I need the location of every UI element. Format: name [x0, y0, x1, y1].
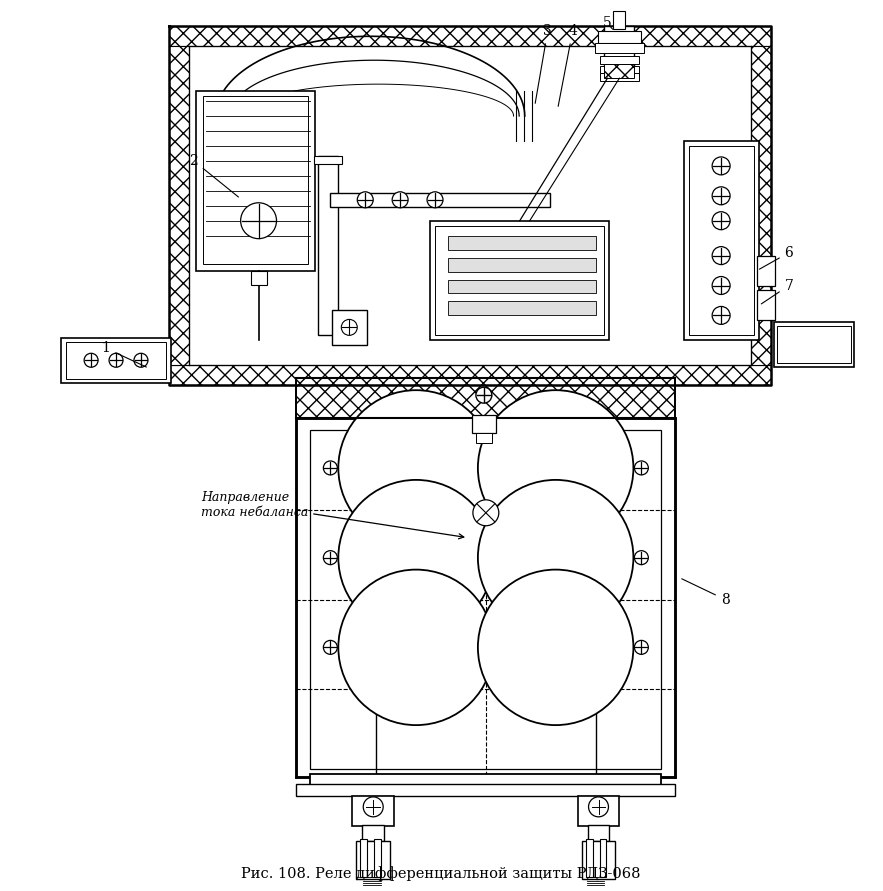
Text: 2: 2	[190, 154, 238, 197]
Bar	[600, 838, 607, 877]
Text: Рис. 108. Реле дифференциальной защиты РДЗ-068: Рис. 108. Реле дифференциальной защиты Р…	[241, 866, 641, 881]
Bar	[448, 235, 595, 249]
Bar	[311, 774, 661, 796]
Bar	[600, 56, 639, 64]
Bar	[330, 192, 549, 207]
Bar	[311, 430, 661, 769]
Bar	[600, 66, 639, 74]
Circle shape	[478, 480, 633, 635]
Bar	[598, 31, 641, 44]
Bar	[476, 433, 492, 443]
Circle shape	[358, 192, 374, 208]
Bar	[362, 825, 384, 841]
Bar	[757, 256, 775, 285]
Text: 3: 3	[535, 24, 552, 103]
Circle shape	[363, 797, 383, 817]
Bar	[66, 342, 166, 380]
Circle shape	[713, 276, 730, 295]
Bar	[605, 27, 634, 78]
Bar	[600, 73, 639, 81]
Circle shape	[323, 551, 337, 565]
Circle shape	[338, 390, 494, 545]
Circle shape	[473, 500, 499, 526]
Bar	[614, 12, 625, 29]
Text: 8: 8	[682, 579, 729, 607]
Text: 6: 6	[759, 246, 793, 269]
Bar	[430, 221, 609, 340]
Bar	[356, 841, 390, 879]
Bar	[352, 796, 394, 826]
Circle shape	[478, 390, 633, 545]
Bar	[332, 310, 367, 346]
Bar	[684, 141, 759, 340]
Bar	[777, 326, 850, 364]
Bar	[251, 271, 267, 284]
Bar	[577, 796, 620, 826]
Bar	[757, 290, 775, 321]
Bar	[582, 841, 615, 879]
Bar	[751, 46, 771, 365]
Text: 4: 4	[558, 24, 577, 106]
Bar	[297, 378, 675, 418]
Circle shape	[342, 319, 358, 335]
Circle shape	[634, 641, 648, 654]
Circle shape	[713, 307, 730, 324]
Bar	[297, 784, 675, 796]
Circle shape	[713, 247, 730, 265]
Circle shape	[713, 187, 730, 205]
Bar	[690, 146, 754, 335]
Circle shape	[476, 388, 492, 403]
Circle shape	[323, 641, 337, 654]
Circle shape	[241, 203, 276, 239]
Bar	[472, 415, 496, 433]
Text: 7: 7	[761, 279, 793, 304]
Bar	[169, 365, 771, 385]
Bar	[360, 838, 367, 877]
Circle shape	[323, 461, 337, 475]
Text: 5: 5	[603, 16, 613, 30]
Bar	[774, 323, 854, 367]
Text: Направление
тока небаланса: Направление тока небаланса	[200, 491, 464, 539]
Bar	[196, 91, 315, 271]
Bar	[319, 156, 338, 335]
Bar	[169, 46, 189, 365]
Circle shape	[634, 461, 648, 475]
Circle shape	[109, 354, 123, 367]
Circle shape	[338, 569, 494, 725]
Bar	[435, 225, 605, 335]
Circle shape	[392, 192, 408, 208]
Circle shape	[338, 480, 494, 635]
Bar	[605, 64, 634, 78]
Circle shape	[478, 569, 633, 725]
Bar	[587, 825, 609, 841]
Circle shape	[589, 797, 608, 817]
Bar	[448, 280, 595, 293]
Bar	[314, 156, 343, 164]
Bar	[203, 96, 308, 264]
Bar	[585, 838, 592, 877]
Bar	[448, 257, 595, 272]
Text: 1: 1	[102, 341, 147, 367]
Bar	[374, 838, 381, 877]
Circle shape	[427, 192, 443, 208]
Circle shape	[634, 551, 648, 565]
Circle shape	[84, 354, 98, 367]
Circle shape	[713, 157, 730, 175]
Bar	[297, 418, 675, 777]
Circle shape	[134, 354, 148, 367]
Bar	[169, 27, 771, 46]
Bar	[448, 301, 595, 315]
Circle shape	[713, 212, 730, 230]
Bar	[61, 339, 170, 383]
Bar	[594, 44, 645, 53]
